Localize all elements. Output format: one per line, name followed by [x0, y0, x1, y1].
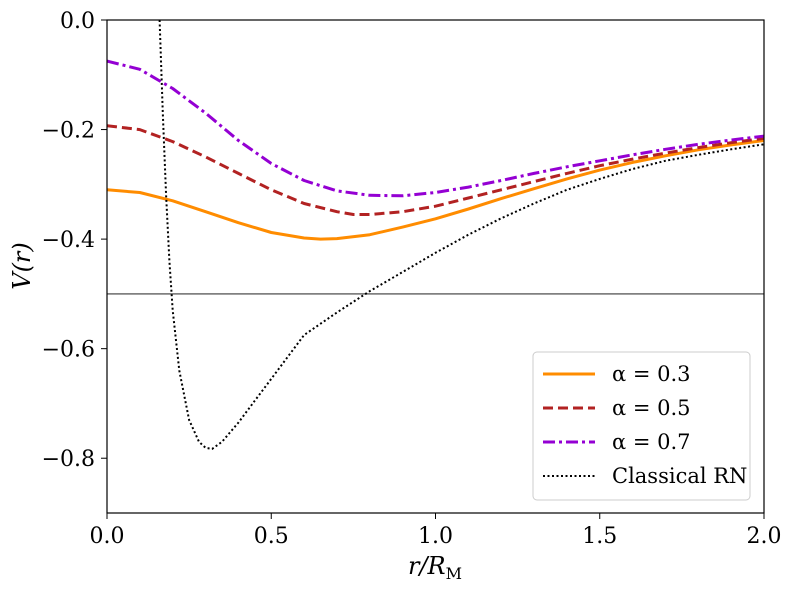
x-tick-label: 0.0	[90, 524, 125, 549]
y-tick-label: −0.4	[42, 228, 95, 253]
legend-box	[532, 351, 751, 501]
x-tick-label: 1.5	[582, 524, 617, 549]
legend: α = 0.3 α = 0.5 α = 0.7 Classical RN	[532, 351, 751, 501]
legend-label-0: α = 0.3	[612, 362, 691, 386]
x-tick-label: 0.5	[254, 524, 289, 549]
legend-label-3: Classical RN	[612, 464, 747, 488]
y-axis-label: V(r)	[8, 242, 36, 290]
y-tick-label: −0.6	[42, 338, 95, 363]
y-tick-label: −0.8	[42, 447, 95, 472]
series-line-1	[107, 124, 764, 216]
series-layer	[107, 20, 764, 450]
x-tick-label: 1.0	[418, 524, 453, 549]
legend-label-1: α = 0.5	[612, 396, 691, 420]
y-axis-ticks: 0.0 −0.2 −0.4 −0.6 −0.8	[42, 9, 107, 472]
x-tick-label: 2.0	[747, 524, 782, 549]
x-axis-label: r/RM	[408, 552, 462, 583]
legend-label-2: α = 0.7	[612, 430, 691, 454]
y-tick-label: −0.2	[42, 119, 95, 144]
y-tick-label: 0.0	[60, 9, 95, 34]
series-line-0	[107, 139, 764, 241]
x-axis-ticks: 0.0 0.5 1.0 1.5 2.0	[90, 513, 782, 549]
